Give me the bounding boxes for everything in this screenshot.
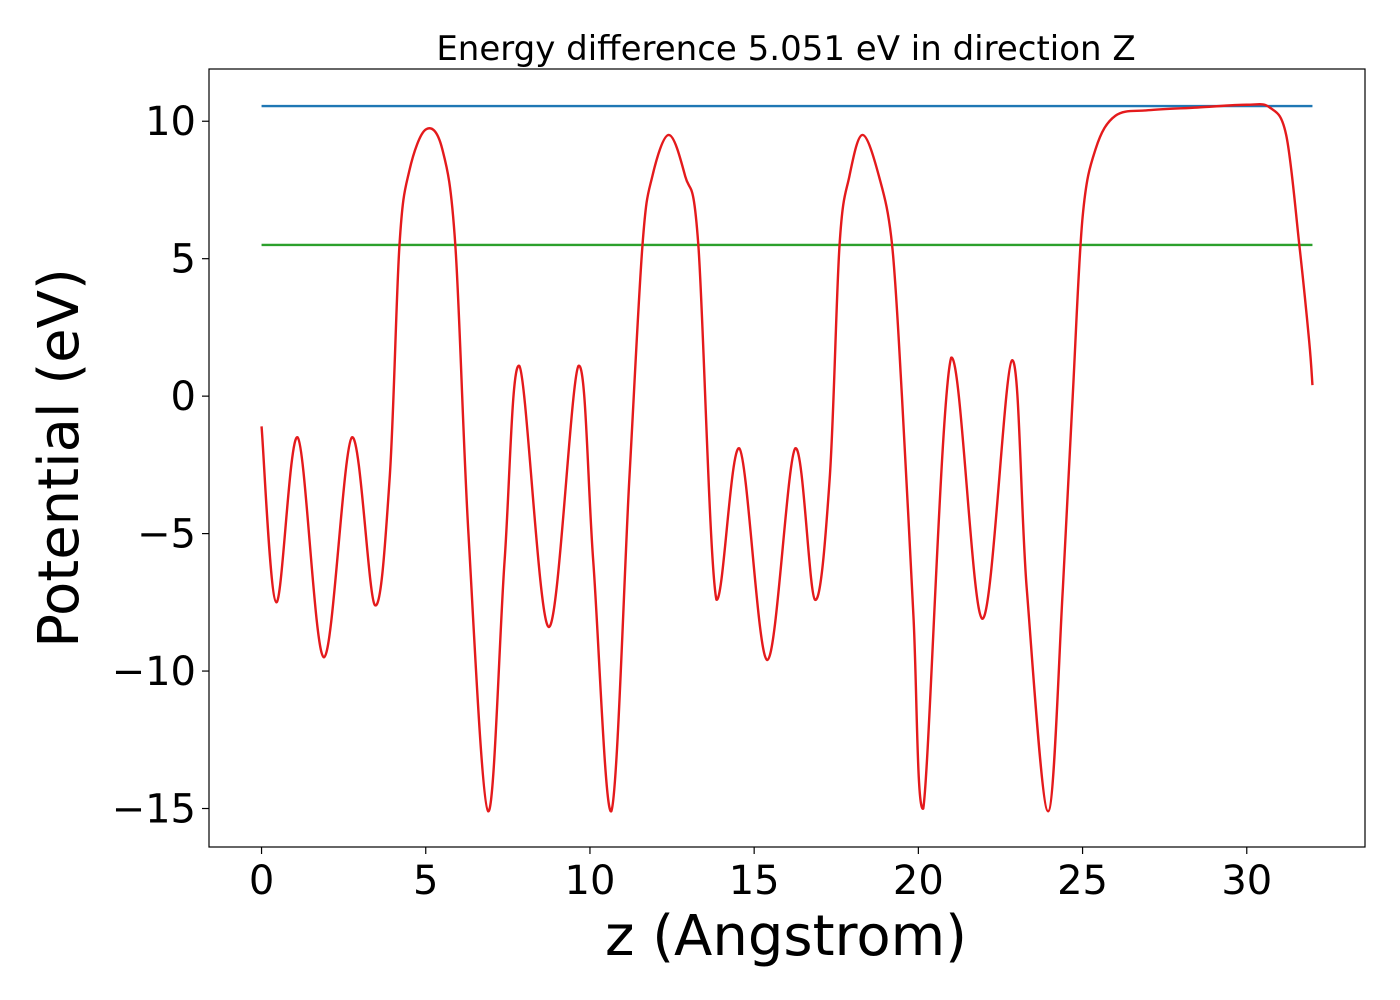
y-tick-label: −15	[112, 787, 196, 833]
series-layer	[260, 103, 1314, 813]
x-tick-label: 30	[1221, 858, 1272, 904]
y-tick-label: −10	[112, 649, 196, 695]
y-tick-label: 0	[171, 374, 196, 420]
x-tick-label: 5	[413, 858, 438, 904]
x-axis: 0 5 10 15 20 25 30	[249, 847, 1272, 904]
x-tick-label: 15	[729, 858, 780, 904]
x-tick-label: 0	[249, 858, 274, 904]
plot-frame	[208, 68, 1366, 848]
x-tick-label: 10	[565, 858, 616, 904]
y-axis-label: Potential (eV)	[27, 268, 92, 648]
x-tick-label: 20	[893, 858, 944, 904]
y-axis: 10 5 0 −5 −10 −15	[112, 99, 209, 833]
x-axis-label: z (Angstrom)	[605, 904, 967, 969]
series-line-3	[260, 103, 1314, 813]
x-tick-label: 25	[1057, 858, 1108, 904]
y-tick-label: 10	[145, 99, 196, 145]
y-tick-label: −5	[137, 512, 196, 558]
y-tick-label: 5	[171, 237, 196, 283]
chart-title: Energy difference 5.051 eV in direction …	[436, 29, 1135, 69]
